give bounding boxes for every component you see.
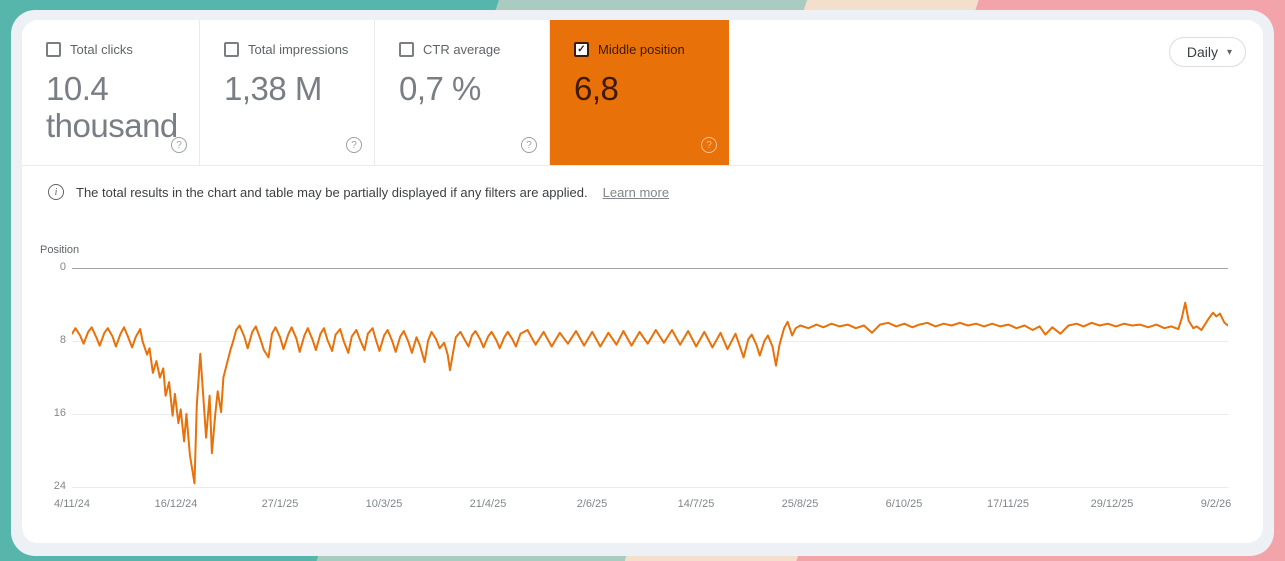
metric-checkbox-row: CTR average xyxy=(399,42,539,57)
gridline-y-0 xyxy=(72,268,1228,269)
filters-notice: i The total results in the chart and tab… xyxy=(48,184,669,200)
x-tick-label: 14/7/25 xyxy=(677,498,715,510)
x-tick-label: 17/11/25 xyxy=(986,498,1029,510)
x-tick-label: 9/2/26 xyxy=(1200,498,1232,510)
metric-tile-middle-position[interactable]: ✓ Middle position 6,8 ? xyxy=(550,20,729,165)
help-icon[interactable]: ? xyxy=(701,137,717,153)
x-tick-label: 25/8/25 xyxy=(781,498,819,510)
info-icon: i xyxy=(48,184,64,200)
chart-plot-area[interactable] xyxy=(72,268,1228,496)
chevron-down-icon: ▾ xyxy=(1226,46,1232,58)
metric-value: 1,38 M xyxy=(224,70,322,107)
x-tick-label: 2/6/25 xyxy=(576,498,608,510)
checkbox-unchecked-icon[interactable] xyxy=(46,42,61,57)
metric-tiles-row: Total clicks 10.4 thousand ? Total impre… xyxy=(22,20,1263,166)
checkbox-unchecked-icon[interactable] xyxy=(224,42,239,57)
metric-tile-total-clicks[interactable]: Total clicks 10.4 thousand ? xyxy=(22,20,200,165)
checkbox-unchecked-icon[interactable] xyxy=(399,42,414,57)
x-tick-label: 29/12/25 xyxy=(1090,498,1134,510)
gridline-y-24 xyxy=(72,487,1228,488)
granularity-value: Daily xyxy=(1186,44,1218,60)
y-axis-title: Position xyxy=(40,244,80,256)
x-tick-label: 6/10/25 xyxy=(885,498,923,510)
y-tick-label: 24 xyxy=(53,480,66,492)
help-icon[interactable]: ? xyxy=(521,137,537,153)
checkbox-checked-icon[interactable]: ✓ xyxy=(574,42,589,57)
metric-label: Total impressions xyxy=(248,42,349,57)
y-tick-label: 16 xyxy=(53,407,66,419)
gridline-y-16 xyxy=(72,414,1228,415)
help-icon[interactable]: ? xyxy=(171,137,187,153)
metric-label: Total clicks xyxy=(70,42,133,57)
metric-label: Middle position xyxy=(598,42,685,57)
metric-value: 10.4 thousand xyxy=(46,70,178,144)
help-icon[interactable]: ? xyxy=(346,137,362,153)
notice-text: The total results in the chart and table… xyxy=(76,184,588,200)
metric-checkbox-row: Total clicks xyxy=(46,42,189,57)
x-tick-label: 4/11/24 xyxy=(54,498,90,510)
metric-value: 0,7 % xyxy=(399,70,481,107)
metric-checkbox-row: Total impressions xyxy=(224,42,364,57)
x-tick-label: 21/4/25 xyxy=(469,498,507,510)
learn-more-link[interactable]: Learn more xyxy=(602,184,670,200)
y-tick-label: 0 xyxy=(59,261,66,273)
x-tick-label: 10/3/25 xyxy=(365,498,403,510)
metric-tile-ctr-average[interactable]: CTR average 0,7 % ? xyxy=(375,20,550,165)
metric-value: 6,8 xyxy=(574,70,619,107)
middle-position-line xyxy=(72,301,1228,485)
x-tick-label: 27/1/25 xyxy=(261,498,299,510)
granularity-dropdown[interactable]: Daily ▾ xyxy=(1168,37,1246,67)
metric-tile-total-impressions[interactable]: Total impressions 1,38 M ? xyxy=(200,20,375,165)
performance-card: Total clicks 10.4 thousand ? Total impre… xyxy=(22,20,1263,543)
x-tick-label: 16/12/24 xyxy=(154,498,198,510)
y-tick-label: 8 xyxy=(59,334,66,346)
metric-label: CTR average xyxy=(423,42,501,57)
metric-checkbox-row: ✓ Middle position xyxy=(574,42,719,57)
